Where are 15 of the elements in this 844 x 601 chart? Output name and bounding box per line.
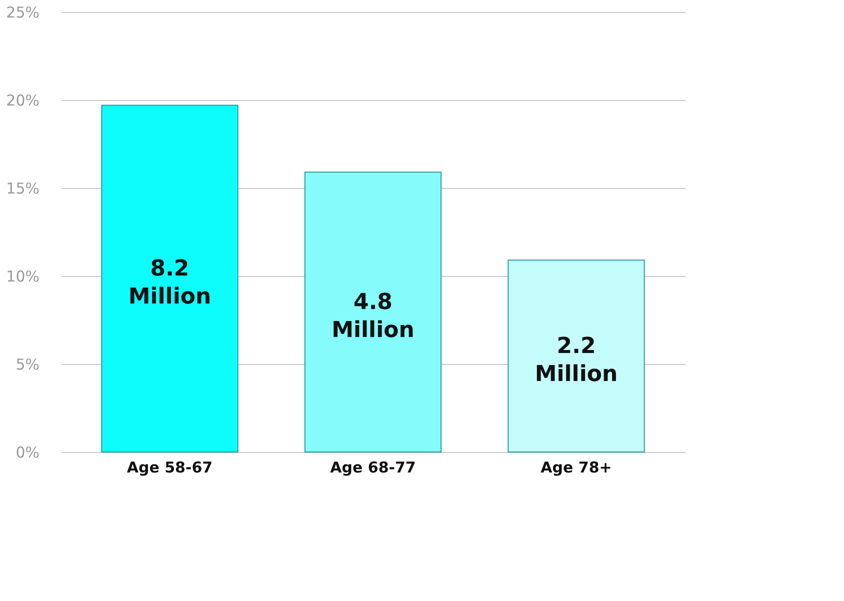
y-tick-label: 0% [16, 444, 40, 462]
x-tick-label: Age 68-77 [330, 458, 416, 476]
y-tick-label: 25% [6, 4, 40, 22]
y-tick-label: 15% [6, 180, 40, 198]
bar [508, 260, 645, 452]
annotation: 2.2 Million [534, 334, 618, 388]
annotation: 4.8 Million [332, 290, 414, 344]
x-tick-label: Age 58-67 [126, 458, 213, 476]
annotation: 8.2 Million [128, 256, 212, 310]
y-tick-label: 20% [6, 92, 40, 110]
y-tick-label: 10% [6, 268, 40, 286]
bar [304, 172, 442, 452]
y-tick-label: 5% [16, 356, 40, 374]
bar [101, 104, 238, 452]
x-tick-label: Age 78+ [540, 458, 612, 476]
